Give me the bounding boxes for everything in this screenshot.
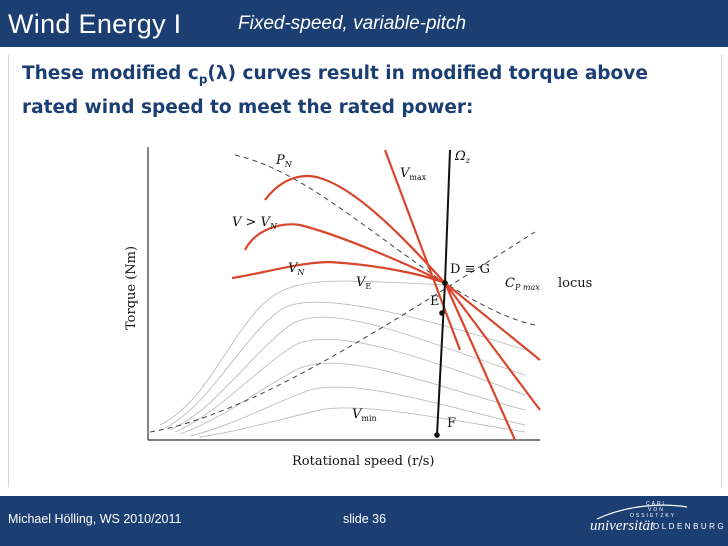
footer-slide-number: slide 36: [343, 512, 387, 526]
red-line-steep-1: [443, 282, 517, 441]
university-logo: CARL VON OSSIETZKY universität OLDENBURG: [582, 501, 724, 541]
slide-title: Wind Energy I: [8, 9, 182, 39]
label-vmax: Vmax: [400, 166, 427, 182]
torque-curve-gray: [179, 362, 526, 435]
intro-text: These modified cp(λ) curves result in mo…: [22, 60, 702, 122]
torque-curve-gray: [164, 301, 526, 429]
torque-curve-gray: [174, 338, 526, 433]
point-d-g: [442, 280, 448, 286]
slide-content-frame: [8, 55, 722, 487]
label-vn: VN: [288, 261, 305, 277]
torque-curve-gray: [199, 407, 526, 438]
torque-curve-gray: [169, 316, 526, 431]
intro-subscript: p: [198, 72, 208, 87]
red-torque-curve-vn: [231, 260, 446, 285]
point-f: [434, 432, 440, 438]
x-axis-label: Rotational speed (r/s): [292, 454, 434, 469]
logo-ossietzky: OSSIETZKY: [630, 513, 677, 519]
label-d-g: D ≡ G: [450, 262, 490, 277]
logo-universitat: universität: [590, 518, 655, 534]
point-e: [439, 310, 445, 316]
label-ve: VE: [356, 275, 371, 291]
slide-footer: Michael Hölling, WS 2010/2011 slide 36 C…: [0, 496, 728, 546]
torque-curve-gray: [189, 386, 526, 437]
label-v-gt-vn: V > VN: [232, 215, 278, 231]
label-cp-max: CP max: [505, 276, 540, 292]
torque-curve-gray: [159, 280, 446, 426]
slide-subtitle: Fixed-speed, variable-pitch: [238, 13, 467, 34]
cp-max-locus-dashed: [149, 231, 536, 433]
red-line-steep-3: [444, 282, 541, 361]
label-e: E: [430, 294, 440, 309]
slide-header: Wind Energy I Fixed-speed, variable-pitc…: [0, 0, 728, 47]
label-vmin: Vmin: [352, 407, 377, 423]
intro-text-end: (λ) curves result in modified torque abo…: [22, 63, 648, 118]
footer-author: Michael Hölling, WS 2010/2011: [8, 512, 182, 526]
red-line-vmax: [383, 149, 462, 351]
red-torque-curve-vgtvn: [244, 223, 446, 284]
red-line-steep-2: [444, 282, 541, 411]
red-torque-curve-pn: [264, 174, 446, 284]
rated-power-dashed-curve: [234, 154, 536, 326]
logo-oldenburg: OLDENBURG: [653, 522, 727, 531]
label-omega-z: Ωz: [454, 149, 471, 165]
label-locus: locus: [558, 276, 592, 291]
logo-arc-icon: [596, 504, 688, 520]
intro-text-start: These modified c: [22, 63, 199, 84]
label-f: F: [447, 416, 456, 431]
logo-von: VON: [648, 507, 665, 513]
y-axis-label: Torque (Nm): [124, 246, 139, 330]
label-pn: PN: [275, 153, 293, 169]
logo-carl: CARL: [646, 501, 668, 507]
